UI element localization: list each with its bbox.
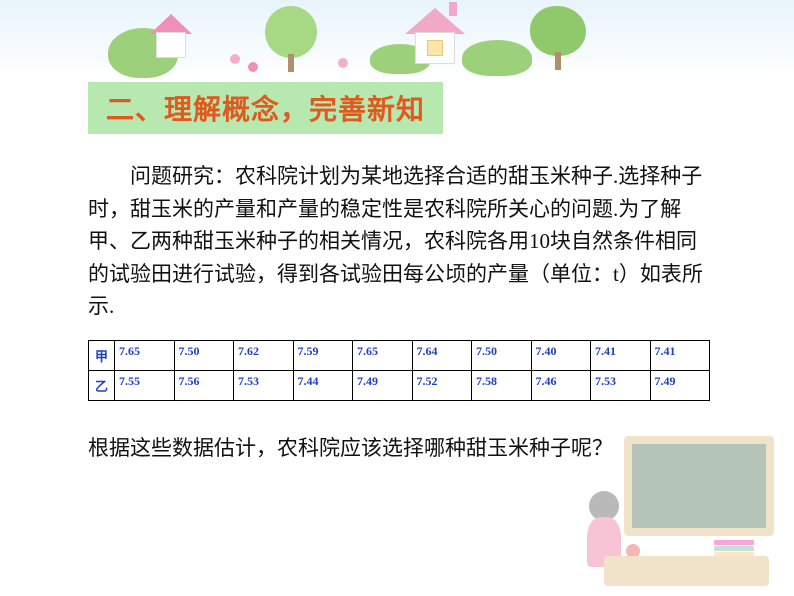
house-icon: [150, 14, 192, 58]
problem-paragraph: 问题研究：农科院计划为某地选择合适的甜玉米种子.选择种子时，甜玉米的产量和产量的…: [88, 160, 708, 323]
cell: 7.41: [591, 341, 651, 371]
row-label: 乙: [89, 371, 115, 401]
flower-icon: [248, 62, 258, 72]
data-table: 甲 7.65 7.50 7.62 7.59 7.65 7.64 7.50 7.4…: [88, 340, 710, 401]
cell: 7.56: [174, 371, 234, 401]
blackboard-icon: [624, 436, 774, 536]
cell: 7.53: [234, 371, 294, 401]
bush-icon: [462, 40, 532, 76]
desk-icon: [604, 556, 769, 586]
flower-icon: [338, 58, 348, 68]
cell: 7.49: [650, 371, 710, 401]
cell: 7.55: [115, 371, 175, 401]
cell: 7.50: [472, 341, 532, 371]
paragraph-text: 问题研究：农科院计划为某地选择合适的甜玉米种子.选择种子时，甜玉米的产量和产量的…: [88, 164, 703, 318]
tree-icon: [265, 6, 317, 58]
cell: 7.46: [531, 371, 591, 401]
cell: 7.59: [293, 341, 353, 371]
section-title: 二、理解概念，完善新知: [88, 82, 443, 134]
table-row: 乙 7.55 7.56 7.53 7.44 7.49 7.52 7.58 7.4…: [89, 371, 710, 401]
cell: 7.65: [353, 341, 413, 371]
classroom-illustration: [564, 406, 794, 596]
cell: 7.44: [293, 371, 353, 401]
row-label: 甲: [89, 341, 115, 371]
cell: 7.53: [591, 371, 651, 401]
tree-icon: [530, 6, 586, 56]
house-icon: [405, 8, 465, 64]
cell: 7.49: [353, 371, 413, 401]
question-content: 根据这些数据估计，农科院应该选择哪种甜玉米种子呢？: [88, 436, 613, 460]
cell: 7.62: [234, 341, 294, 371]
cell: 7.65: [115, 341, 175, 371]
cell: 7.64: [412, 341, 472, 371]
cell: 7.50: [174, 341, 234, 371]
cell: 7.41: [650, 341, 710, 371]
table-row: 甲 7.65 7.50 7.62 7.59 7.65 7.64 7.50 7.4…: [89, 341, 710, 371]
cell: 7.52: [412, 371, 472, 401]
cell: 7.40: [531, 341, 591, 371]
flower-icon: [230, 54, 240, 64]
cell: 7.58: [472, 371, 532, 401]
